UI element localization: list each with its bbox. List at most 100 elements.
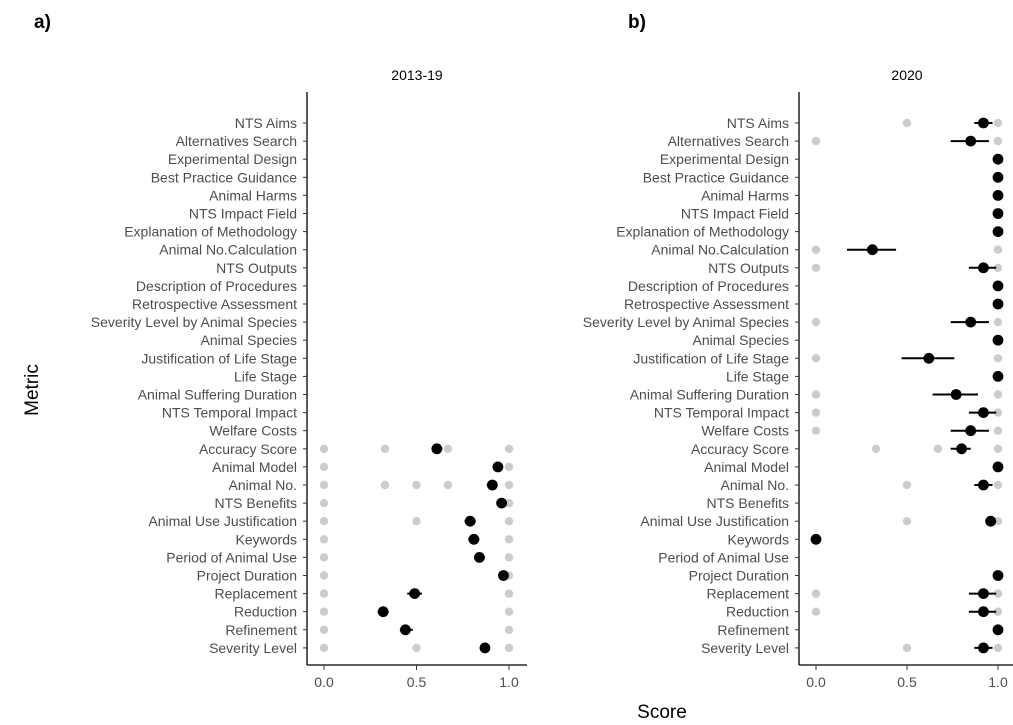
raw-score-point [504,589,514,598]
metric-label: Animal No.Calculation [651,242,789,258]
mean-point [978,606,989,618]
raw-score-point [993,136,1003,146]
metric-label: Explanation of Methodology [616,224,789,240]
mean-point [486,479,498,491]
raw-score-point [319,517,329,526]
mean-point [464,515,476,527]
raw-score-point [811,245,821,254]
raw-score-point [993,480,1003,490]
metric-label: Animal Suffering Duration [630,387,789,403]
raw-score-point [319,480,329,490]
metric-label: Retrospective Assessment [132,296,297,312]
raw-score-point [319,607,329,616]
raw-score-point [504,517,514,526]
raw-score-point [993,317,1003,327]
metric-label: Retrospective Assessment [624,296,789,312]
metric-label: Replacement [707,586,790,602]
raw-score-point [443,444,453,453]
metric-label: Keywords [728,531,789,547]
raw-score-point [504,625,514,634]
metric-label: Animal Species [693,332,790,348]
metric-label: Reduction [726,604,789,620]
raw-score-point [380,480,390,490]
y-axis-title: Metric [22,364,43,416]
raw-score-point [504,607,514,616]
mean-point [992,280,1004,292]
raw-score-point [933,444,943,453]
raw-score-point [504,553,514,562]
raw-score-point [319,625,329,634]
panel-label-a: a) [34,12,51,33]
x-tick-label: 0.0 [314,674,334,690]
mean-point [978,588,989,599]
metric-label: Animal Harms [701,187,789,203]
mean-point [498,570,509,581]
metric-label: Animal Harms [209,187,297,203]
mean-point [992,298,1004,310]
raw-score-point [504,462,514,472]
metric-label: Animal Use Justification [640,513,789,529]
mean-point [479,642,491,654]
mean-point [810,533,822,545]
metric-label: Refinement [225,622,297,638]
raw-score-point [319,535,329,544]
metric-label: Accuracy Score [691,441,789,457]
metric-label: NTS Impact Field [681,206,789,222]
raw-score-point [993,426,1003,435]
metric-label: NTS Impact Field [189,206,297,222]
mean-point [992,624,1004,636]
metric-label: Severity Level [701,640,789,656]
metric-label: Best Practice Guidance [151,169,298,185]
metric-label: Animal No.Calculation [159,242,297,258]
metric-label: Animal Use Justification [148,513,297,529]
panel-2013-19: 2013-19 0.0 0.5 1.0 NTS Aims Alternatives Sea… [91,67,527,690]
mean-point [474,552,485,563]
raw-score-point [319,553,329,562]
x-tick-label: 0.5 [897,674,917,690]
raw-score-point [811,607,821,616]
raw-score-point [811,317,821,327]
metric-label: Justification of Life Stage [141,350,297,366]
mean-point [992,208,1004,219]
raw-score-point [811,426,821,435]
metric-label: Project Duration [689,568,789,584]
raw-score-point [993,390,1003,399]
metric-label: NTS Outputs [708,260,789,276]
mean-point [468,533,480,545]
raw-score-point [504,498,514,508]
metric-label: Experimental Design [660,151,789,167]
metric-label: Refinement [717,622,789,638]
mean-point [923,352,935,364]
metric-label: Severity Level [209,640,297,656]
metric-label: Animal No. [721,477,789,493]
raw-score-point [993,354,1003,363]
panel-label-b: b) [628,12,646,33]
mean-point [956,443,967,455]
raw-score-point [504,643,514,653]
x-axis-title: Score [637,702,687,723]
mean-point [992,171,1004,183]
metric-label: Animal Suffering Duration [138,387,297,403]
mean-point [992,190,1004,201]
mean-point [992,153,1004,165]
mean-point [377,606,389,618]
raw-score-point [871,444,881,453]
metric-label: NTS Aims [235,115,297,131]
metric-label: Period of Animal Use [166,549,297,565]
raw-score-point [504,444,514,453]
metric-label: Severity Level by Animal Species [91,314,297,330]
raw-score-point [811,263,821,272]
x-tick-label: 0.5 [407,674,427,690]
panel-title: 2020 [891,67,922,83]
raw-score-point [504,480,514,490]
mean-point [496,497,507,509]
metric-label: Accuracy Score [199,441,297,457]
metric-label: Severity Level by Animal Species [583,314,789,330]
mean-point [965,316,977,328]
metric-label: Replacement [215,586,298,602]
metric-label: NTS Benefits [215,495,297,511]
panel-title: 2013-19 [391,67,443,83]
raw-score-point [412,517,421,526]
raw-score-point [902,118,912,128]
